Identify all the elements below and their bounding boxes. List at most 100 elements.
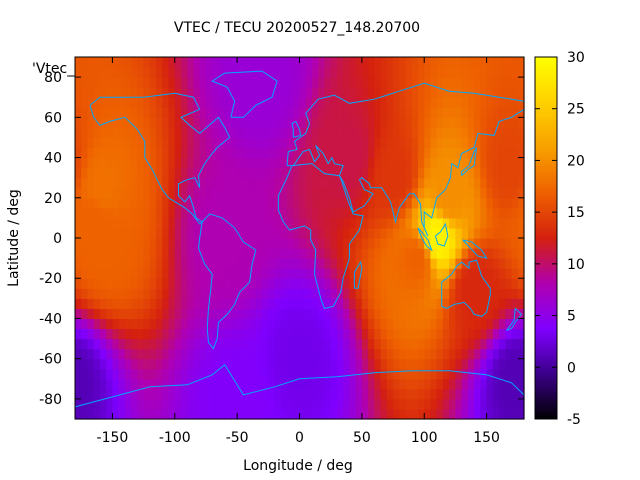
heatmap-cell (492, 348, 500, 360)
heatmap-cell (499, 187, 506, 199)
heatmap-cell (305, 187, 313, 199)
heatmap-cell (442, 358, 450, 370)
heatmap-cell (361, 97, 369, 108)
heatmap-cell (187, 248, 195, 259)
heatmap-cell (499, 127, 506, 139)
heatmap-cell (499, 117, 506, 128)
heatmap-cell (449, 398, 457, 410)
heatmap-cell (237, 227, 244, 239)
heatmap-cell (461, 217, 469, 229)
colorbar-swatch (535, 96, 557, 100)
heatmap-cell (343, 217, 350, 229)
heatmap-cell (224, 268, 232, 279)
heatmap-cell (81, 248, 89, 259)
heatmap-cell (374, 248, 382, 259)
heatmap-cell (299, 197, 307, 209)
heatmap-cell (143, 298, 151, 309)
heatmap-cell (99, 268, 107, 279)
heatmap-cell (87, 378, 95, 390)
heatmap-cell (368, 328, 375, 340)
heatmap-cell (237, 308, 244, 320)
heatmap-cell (81, 328, 89, 340)
heatmap-cell (467, 177, 475, 189)
heatmap-cell (193, 167, 201, 179)
heatmap-cell (492, 278, 500, 289)
colorbar-swatch (535, 93, 557, 97)
heatmap-cell (81, 278, 89, 289)
heatmap-cell (492, 328, 500, 340)
heatmap-cell (187, 97, 195, 108)
colorbar-swatch (535, 117, 557, 121)
heatmap-cell (355, 308, 363, 320)
heatmap-cell (324, 57, 332, 68)
heatmap-cell (156, 157, 163, 169)
heatmap-cell (374, 368, 382, 380)
heatmap-cell (467, 368, 475, 380)
heatmap-cell (511, 167, 519, 179)
heatmap-cell (486, 348, 494, 360)
heatmap-cell (287, 187, 294, 199)
coastline-path (441, 259, 491, 317)
heatmap-cell (118, 187, 126, 199)
heatmap-cell (436, 177, 444, 189)
heatmap-cell (262, 77, 269, 88)
heatmap-cell (417, 97, 425, 108)
heatmap-cell (511, 127, 519, 139)
heatmap-cell (517, 97, 525, 108)
heatmap-cell (162, 398, 170, 410)
heatmap-cell (417, 227, 425, 239)
heatmap-cell (517, 67, 525, 78)
heatmap-cell (455, 318, 463, 330)
heatmap-cell (118, 378, 126, 390)
colorbar-swatch (535, 268, 557, 272)
heatmap-cell (218, 127, 226, 139)
heatmap-cell (280, 388, 288, 400)
heatmap-cell (243, 157, 251, 169)
heatmap-cell (174, 77, 182, 88)
heatmap-cell (106, 137, 114, 149)
heatmap-cell (262, 57, 269, 68)
heatmap-cell (430, 318, 438, 330)
heatmap-cell (436, 388, 444, 400)
heatmap-cell (262, 137, 269, 149)
heatmap-cell (386, 87, 394, 98)
heatmap-cell (486, 308, 494, 320)
heatmap-cell (249, 408, 257, 420)
heatmap-cell (436, 268, 444, 279)
heatmap-cell (230, 328, 238, 340)
heatmap-cell (280, 258, 288, 269)
heatmap-cell (280, 117, 288, 128)
heatmap-cell (393, 348, 400, 360)
heatmap-cell (243, 338, 251, 350)
heatmap-cell (199, 67, 207, 78)
heatmap-cell (424, 348, 432, 360)
heatmap-cell (75, 127, 82, 139)
heatmap-cell (424, 238, 432, 249)
heatmap-cell (461, 308, 469, 320)
heatmap-cell (75, 227, 82, 239)
heatmap-cell (368, 248, 375, 259)
heatmap-cell (174, 288, 182, 299)
heatmap-cell (467, 147, 475, 159)
heatmap-cell (249, 318, 257, 330)
heatmap-cell (75, 57, 82, 68)
heatmap-cell (131, 268, 138, 279)
heatmap-cell (87, 278, 95, 289)
heatmap-cell (268, 238, 276, 249)
heatmap-cell (75, 408, 82, 420)
heatmap-cell (311, 398, 319, 410)
heatmap-cell (199, 127, 207, 139)
heatmap-cell (131, 378, 138, 390)
heatmap-cell (162, 177, 170, 189)
colorbar-swatch (535, 111, 557, 115)
heatmap-cell (218, 278, 226, 289)
y-tick-label: -80 (39, 392, 62, 408)
heatmap-cell (124, 67, 132, 78)
heatmap-cell (343, 177, 350, 189)
heatmap-cell (87, 207, 95, 219)
heatmap-cell (212, 288, 220, 299)
heatmap-cell (81, 167, 89, 179)
heatmap-cell (99, 288, 107, 299)
heatmap-cell (461, 288, 469, 299)
